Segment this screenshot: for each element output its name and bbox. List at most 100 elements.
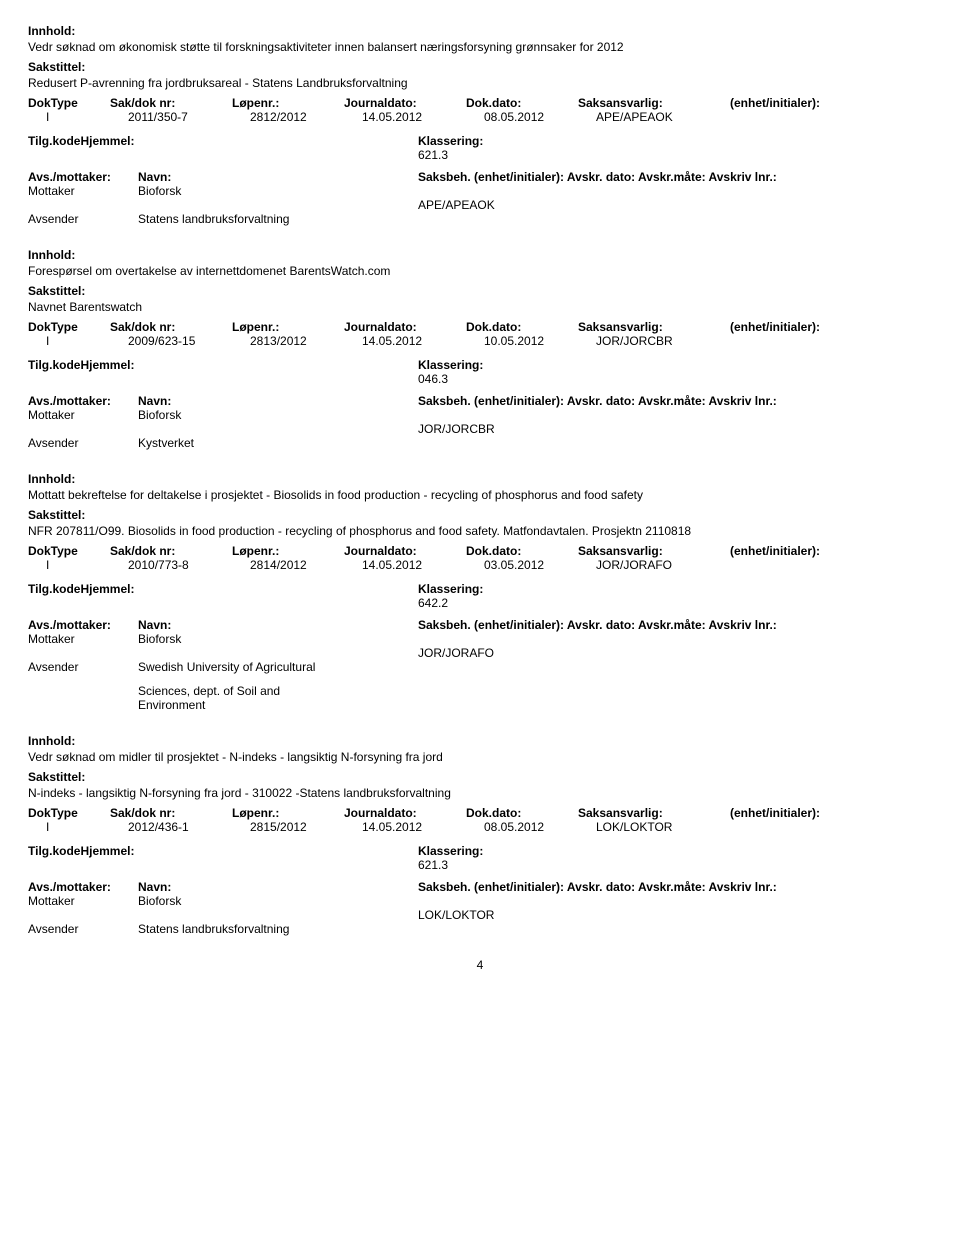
tilg-row: Tilg.kodeHjemmel: Klassering: 621.3 xyxy=(28,134,932,162)
v-lopenr: 2813/2012 xyxy=(250,334,362,348)
h-enhet: (enhet/initialer): xyxy=(730,96,932,110)
saksbeh-value: APE/APEAOK xyxy=(418,184,932,212)
h-ddato: Dok.dato: xyxy=(466,806,578,820)
v-ddato: 10.05.2012 xyxy=(484,334,596,348)
record: Innhold: Mottatt bekreftelse for deltake… xyxy=(28,472,932,712)
v-ddato: 08.05.2012 xyxy=(484,110,596,124)
v-doktype: I xyxy=(28,558,128,572)
tilg-row: Tilg.kodeHjemmel: Klassering: 642.2 xyxy=(28,582,932,610)
v-doktype: I xyxy=(28,820,128,834)
mottaker-navn: Bioforsk xyxy=(138,184,418,212)
sakstittel-label: Sakstittel: xyxy=(28,284,932,298)
v-saknr: 2009/623-15 xyxy=(128,334,250,348)
innhold-text: Forespørsel om overtakelse av internettd… xyxy=(28,264,932,278)
h-doktype: DokType xyxy=(28,544,110,558)
avsender-navn: Swedish University of Agricultural xyxy=(138,660,418,674)
header-row: DokType Sak/dok nr: Løpenr.: Journaldato… xyxy=(28,544,932,558)
v-ansv: JOR/JORCBR xyxy=(596,334,748,348)
h-saksbeh: Saksbeh. (enhet/initialer): Avskr. dato:… xyxy=(418,880,932,894)
mottaker-navn: Bioforsk xyxy=(138,632,418,660)
h-enhet: (enhet/initialer): xyxy=(730,320,932,334)
innhold-label: Innhold: xyxy=(28,24,932,38)
h-lopenr: Løpenr.: xyxy=(232,806,344,820)
v-ddato: 03.05.2012 xyxy=(484,558,596,572)
h-saknr: Sak/dok nr: xyxy=(110,320,232,334)
sakstittel-text: Redusert P-avrenning fra jordbruksareal … xyxy=(28,76,932,90)
h-avsmottaker: Avs./mottaker: xyxy=(28,170,138,184)
h-avsmottaker: Avs./mottaker: xyxy=(28,880,138,894)
innhold-text: Vedr søknad om økonomisk støtte til fors… xyxy=(28,40,932,54)
saksbeh-value: JOR/JORAFO xyxy=(418,632,932,660)
avs-header: Avs./mottaker: Navn: Saksbeh. (enhet/ini… xyxy=(28,618,932,632)
mottaker-label: Mottaker xyxy=(28,894,138,922)
header-row: DokType Sak/dok nr: Løpenr.: Journaldato… xyxy=(28,320,932,334)
h-jdato: Journaldato: xyxy=(344,96,466,110)
v-ddato: 08.05.2012 xyxy=(484,820,596,834)
mottaker-row: Mottaker Bioforsk JOR/JORCBR xyxy=(28,408,932,436)
h-saksbeh: Saksbeh. (enhet/initialer): Avskr. dato:… xyxy=(418,618,932,632)
header-row: DokType Sak/dok nr: Løpenr.: Journaldato… xyxy=(28,806,932,820)
innhold-text: Mottatt bekreftelse for deltakelse i pro… xyxy=(28,488,932,502)
v-saknr: 2012/436-1 xyxy=(128,820,250,834)
h-doktype: DokType xyxy=(28,806,110,820)
saksbeh-value: LOK/LOKTOR xyxy=(418,894,932,922)
avsender-label: Avsender xyxy=(28,922,138,936)
v-lopenr: 2815/2012 xyxy=(250,820,362,834)
h-lopenr: Løpenr.: xyxy=(232,544,344,558)
mottaker-navn: Bioforsk xyxy=(138,894,418,922)
tilg-row: Tilg.kodeHjemmel: Klassering: 046.3 xyxy=(28,358,932,386)
klass-value: 621.3 xyxy=(418,148,558,162)
sakstittel-label: Sakstittel: xyxy=(28,508,932,522)
record: Innhold: Vedr søknad om midler til prosj… xyxy=(28,734,932,936)
avsender-label: Avsender xyxy=(28,660,138,674)
tilg-label: Tilg.kodeHjemmel: xyxy=(28,582,418,610)
h-jdato: Journaldato: xyxy=(344,544,466,558)
v-ansv: LOK/LOKTOR xyxy=(596,820,748,834)
h-navn: Navn: xyxy=(138,170,418,184)
mottaker-label: Mottaker xyxy=(28,408,138,436)
h-navn: Navn: xyxy=(138,880,418,894)
h-avsmottaker: Avs./mottaker: xyxy=(28,394,138,408)
v-jdato: 14.05.2012 xyxy=(362,110,484,124)
h-navn: Navn: xyxy=(138,618,418,632)
klass-label: Klassering: xyxy=(418,358,558,372)
avs-header: Avs./mottaker: Navn: Saksbeh. (enhet/ini… xyxy=(28,880,932,894)
v-doktype: I xyxy=(28,334,128,348)
h-doktype: DokType xyxy=(28,320,110,334)
innhold-label: Innhold: xyxy=(28,734,932,748)
avsender-extra-row: Environment xyxy=(28,698,932,712)
h-doktype: DokType xyxy=(28,96,110,110)
value-row: I 2012/436-1 2815/2012 14.05.2012 08.05.… xyxy=(28,820,932,834)
record: Innhold: Vedr søknad om økonomisk støtte… xyxy=(28,24,932,226)
avs-header: Avs./mottaker: Navn: Saksbeh. (enhet/ini… xyxy=(28,170,932,184)
v-ansv: APE/APEAOK xyxy=(596,110,748,124)
avsender-row: Avsender Statens landbruksforvaltning xyxy=(28,212,932,226)
innhold-text: Vedr søknad om midler til prosjektet - N… xyxy=(28,750,932,764)
h-ansv: Saksansvarlig: xyxy=(578,544,730,558)
h-saksbeh: Saksbeh. (enhet/initialer): Avskr. dato:… xyxy=(418,170,932,184)
value-row: I 2010/773-8 2814/2012 14.05.2012 03.05.… xyxy=(28,558,932,572)
h-avsmottaker: Avs./mottaker: xyxy=(28,618,138,632)
avsender-navn: Statens landbruksforvaltning xyxy=(138,922,418,936)
avsender-extra1: Sciences, dept. of Soil and xyxy=(138,684,418,698)
v-doktype: I xyxy=(28,110,128,124)
v-jdato: 14.05.2012 xyxy=(362,334,484,348)
h-lopenr: Løpenr.: xyxy=(232,320,344,334)
avsender-row: Avsender Statens landbruksforvaltning xyxy=(28,922,932,936)
mottaker-row: Mottaker Bioforsk JOR/JORAFO xyxy=(28,632,932,660)
h-enhet: (enhet/initialer): xyxy=(730,544,932,558)
tilg-row: Tilg.kodeHjemmel: Klassering: 621.3 xyxy=(28,844,932,872)
sakstittel-text: NFR 207811/O99. Biosolids in food produc… xyxy=(28,524,932,538)
h-ddato: Dok.dato: xyxy=(466,320,578,334)
avsender-row: Avsender Swedish University of Agricultu… xyxy=(28,660,932,674)
h-jdato: Journaldato: xyxy=(344,806,466,820)
h-saksbeh: Saksbeh. (enhet/initialer): Avskr. dato:… xyxy=(418,394,932,408)
h-ansv: Saksansvarlig: xyxy=(578,806,730,820)
avsender-navn: Statens landbruksforvaltning xyxy=(138,212,418,226)
innhold-label: Innhold: xyxy=(28,248,932,262)
sakstittel-text: N-indeks - langsiktig N-forsyning fra jo… xyxy=(28,786,932,800)
h-saknr: Sak/dok nr: xyxy=(110,806,232,820)
v-saknr: 2010/773-8 xyxy=(128,558,250,572)
sakstittel-text: Navnet Barentswatch xyxy=(28,300,932,314)
klass-label: Klassering: xyxy=(418,582,558,596)
